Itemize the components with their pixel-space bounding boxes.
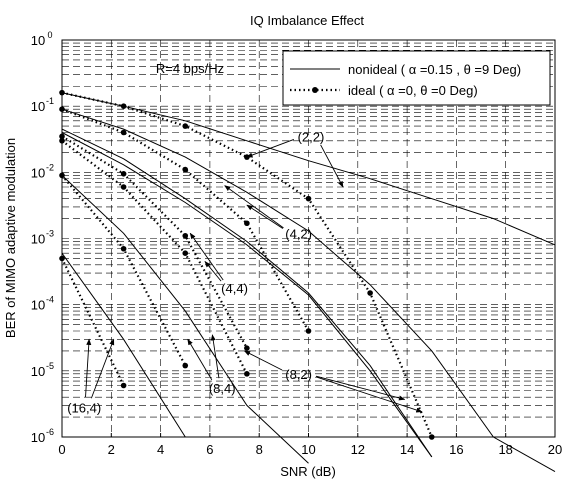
x-tick-label: 2 xyxy=(108,442,115,457)
x-tick-label: 8 xyxy=(256,442,263,457)
series-marker xyxy=(367,290,373,296)
y-axis-label: BER of MIMO adaptive modulation xyxy=(3,138,18,338)
annotation-arrow xyxy=(320,144,344,188)
annotation-arrow xyxy=(210,334,220,379)
legend-label-ideal: ideal ( α =0, θ =0 Deg) xyxy=(348,83,478,98)
annotation-label: (8,2) xyxy=(285,367,312,382)
series-line-dotted xyxy=(61,108,310,332)
series-line-dotted xyxy=(61,135,248,349)
series-layer xyxy=(59,89,556,473)
series-marker xyxy=(182,166,189,173)
annotation-arrow xyxy=(315,376,423,413)
annotation-arrow xyxy=(189,232,224,281)
series-line-solid xyxy=(61,132,433,458)
plot-frame xyxy=(61,39,556,438)
annotations-layer: (2,2) (4,2) (4,4) (8,4) (8,2) (16,4) xyxy=(67,129,423,415)
series-line-dotted xyxy=(61,174,187,367)
y-tick-exponent: -2 xyxy=(46,162,54,172)
x-tick-label: 16 xyxy=(449,442,463,457)
series-marker xyxy=(244,220,250,227)
y-tick-exponent: -5 xyxy=(46,361,54,371)
y-tick-exponent: -6 xyxy=(46,427,54,437)
legend: nonideal ( α =0.15 , θ =9 Deg) ideal ( α… xyxy=(282,50,551,106)
series-marker xyxy=(120,245,127,252)
legend-label-nonideal: nonideal ( α =0.15 , θ =9 Deg) xyxy=(348,62,521,77)
series-line-solid xyxy=(61,128,433,458)
annotation-arrow xyxy=(316,375,406,401)
series-marker xyxy=(182,123,189,129)
annotation-arrow xyxy=(204,260,222,282)
x-tick-label: 12 xyxy=(351,442,365,457)
series-line-solid xyxy=(61,175,309,464)
x-tick-label: 0 xyxy=(58,442,65,457)
series-marker xyxy=(244,345,250,351)
annotation-arrow xyxy=(90,338,115,399)
series-marker xyxy=(120,184,127,190)
series-marker xyxy=(244,371,250,377)
y-tick-label: 10 xyxy=(31,298,45,313)
rate-label: R=4 bps/Hz xyxy=(156,61,224,76)
series-marker xyxy=(182,362,189,369)
x-tick-label: 4 xyxy=(157,442,164,457)
y-tick-label: 10 xyxy=(31,364,45,379)
series-line-solid xyxy=(61,92,556,246)
y-tick-label: 10 xyxy=(31,165,45,180)
annotation-label: (16,4) xyxy=(67,400,101,415)
y-tick-label: 10 xyxy=(31,33,45,48)
series-marker xyxy=(120,382,127,389)
annotation-arrow xyxy=(243,350,283,371)
series-marker xyxy=(120,103,127,109)
annotation-arrow xyxy=(246,204,284,229)
x-tick-label: 18 xyxy=(498,442,512,457)
y-tick-exponent: -4 xyxy=(46,295,54,305)
series-marker xyxy=(305,328,312,334)
x-tick-label: 14 xyxy=(400,442,414,457)
annotation-label: (4,4) xyxy=(221,281,248,296)
series-line-dotted xyxy=(61,139,248,375)
y-tick-label: 10 xyxy=(31,430,45,445)
annotation-label: (8,4) xyxy=(209,381,236,396)
chart-title: IQ Imbalance Effect xyxy=(250,13,364,28)
legend-marker-ideal xyxy=(312,87,318,93)
x-tick-label: 10 xyxy=(301,442,315,457)
y-tick-label: 10 xyxy=(31,99,45,114)
series-line-dotted xyxy=(61,257,125,386)
series-marker xyxy=(120,171,127,177)
x-tick-label: 20 xyxy=(548,442,562,457)
y-tick-exponent: -3 xyxy=(46,229,54,239)
series-line-solid xyxy=(61,108,556,473)
annotation-arrow xyxy=(85,338,92,398)
grid xyxy=(62,40,555,437)
y-tick-exponent: -1 xyxy=(46,96,54,106)
annotation-arrow xyxy=(224,185,284,229)
series-marker xyxy=(182,232,189,239)
series-marker xyxy=(305,195,312,202)
x-axis-label: SNR (dB) xyxy=(280,464,336,479)
series-line-solid xyxy=(61,252,186,438)
annotation-label: (4,2) xyxy=(285,226,312,241)
y-tick-label: 10 xyxy=(31,232,45,247)
series-marker xyxy=(182,250,189,256)
series-marker xyxy=(120,129,127,136)
annotation-label: (2,2) xyxy=(298,129,325,144)
legend-box xyxy=(282,50,551,106)
y-tick-exponent: 0 xyxy=(47,30,52,40)
annotation-arrow xyxy=(246,138,294,158)
annotation-arrow xyxy=(187,338,213,381)
x-tick-label: 6 xyxy=(206,442,213,457)
